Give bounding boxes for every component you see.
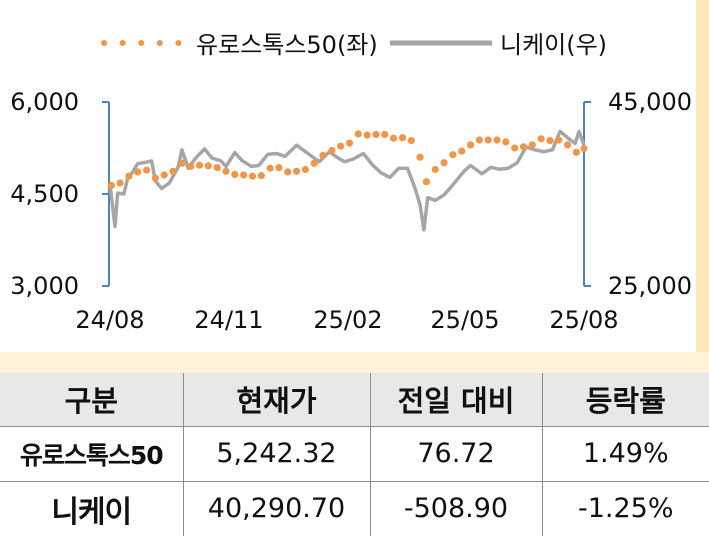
- series-point-eurostoxx: [222, 167, 230, 175]
- x-tick-label: 25/08: [549, 306, 618, 334]
- chart-axes: 6,000 4,500 3,000 45,000 25,000 24/08 24…: [10, 88, 692, 334]
- series-point-eurostoxx: [449, 151, 457, 159]
- series-point-eurostoxx: [301, 165, 309, 174]
- series-point-eurostoxx: [466, 141, 475, 149]
- series-point-eurostoxx: [248, 172, 257, 180]
- line-chart: 유로스톡스50(좌) 니케이(우) 6,000 4,500 3,000 45,0…: [10, 31, 692, 334]
- series-point-eurostoxx: [275, 164, 283, 172]
- series-point-eurostoxx: [310, 159, 318, 167]
- left-y-tick-label: 4,500: [10, 180, 79, 208]
- series-point-eurostoxx: [502, 138, 510, 146]
- series-line-nikkei: [108, 129, 586, 232]
- series-point-eurostoxx: [564, 141, 572, 149]
- x-tick-label: 24/11: [194, 306, 263, 334]
- series-point-eurostoxx: [107, 181, 115, 189]
- series-point-eurostoxx: [398, 134, 407, 142]
- series-point-eurostoxx: [372, 130, 380, 139]
- legend-label-nikkei: 니케이(우): [500, 31, 607, 59]
- series-point-eurostoxx: [572, 148, 581, 156]
- series-point-eurostoxx: [187, 162, 195, 170]
- series-point-eurostoxx: [484, 136, 492, 144]
- series-point-eurostoxx: [407, 137, 415, 145]
- series-point-eurostoxx: [151, 174, 159, 182]
- series-point-eurostoxx: [537, 135, 545, 143]
- series-point-eurostoxx: [284, 168, 292, 176]
- column-header-price: 현재가: [183, 373, 371, 427]
- series-point-eurostoxx: [328, 146, 336, 155]
- x-tick-label: 25/05: [430, 306, 499, 334]
- series-point-eurostoxx: [134, 168, 142, 176]
- series-point-eurostoxx: [363, 131, 371, 139]
- series-point-eurostoxx: [125, 172, 133, 180]
- row-rate: 1.49%: [542, 426, 709, 482]
- row-name: 유로스톡스50: [0, 426, 184, 482]
- x-tick-label: 24/08: [75, 306, 144, 334]
- table-row: 유로스톡스50 5,242.32 76.72 1.49%: [0, 426, 709, 482]
- series-point-eurostoxx: [293, 167, 301, 175]
- series-point-eurostoxx: [257, 172, 265, 180]
- series-point-eurostoxx: [337, 142, 345, 150]
- series-point-eurostoxx: [458, 147, 466, 155]
- column-header-category: 구분: [0, 373, 184, 427]
- row-price: 5,242.32: [183, 426, 371, 482]
- quotes-table-container: 구분 현재가 전일 대비 등락률 유로스톡스50 5,242.32 76.72 …: [0, 373, 709, 537]
- series-point-eurostoxx: [319, 151, 327, 159]
- series-point-eurostoxx: [580, 144, 588, 153]
- series-point-eurostoxx: [431, 165, 439, 174]
- row-rate: -1.25%: [577, 493, 674, 525]
- series-point-eurostoxx: [440, 159, 448, 167]
- series-point-eurostoxx: [231, 170, 239, 178]
- series-point-eurostoxx: [511, 144, 519, 152]
- series-point-eurostoxx: [345, 139, 354, 147]
- series-point-eurostoxx: [519, 143, 528, 151]
- series-point-eurostoxx: [354, 130, 362, 138]
- series-point-eurostoxx: [116, 179, 124, 187]
- legend-label-eurostoxx: 유로스톡스50(좌): [196, 31, 378, 59]
- series-point-eurostoxx: [422, 178, 430, 186]
- series-point-eurostoxx: [160, 171, 168, 179]
- chart-legend: 유로스톡스50(좌) 니케이(우): [101, 31, 607, 59]
- series-point-eurostoxx: [143, 166, 151, 174]
- series-point-eurostoxx: [195, 161, 204, 169]
- series-point-eurostoxx: [240, 171, 248, 179]
- row-change: 76.72: [370, 426, 543, 482]
- column-header-rate: 등락률: [542, 373, 709, 427]
- left-y-tick-label: 6,000: [10, 88, 79, 116]
- table-row: 니케이 40,290.70 -508.90 -1.25%: [0, 481, 709, 536]
- series-point-eurostoxx: [416, 153, 424, 161]
- column-header-change: 전일 대비: [370, 373, 543, 427]
- quotes-table: 구분 현재가 전일 대비 등락률 유로스톡스50 5,242.32 76.72 …: [0, 373, 709, 536]
- series-point-eurostoxx: [528, 141, 536, 149]
- right-y-tick-label: 25,000: [608, 272, 692, 300]
- row-name: 니케이: [0, 481, 184, 536]
- series-point-eurostoxx: [381, 130, 389, 139]
- series-point-eurostoxx: [204, 162, 212, 170]
- series-point-eurostoxx: [493, 136, 501, 144]
- series-point-eurostoxx: [555, 136, 563, 144]
- decorative-strip: [696, 0, 709, 352]
- left-y-tick-label: 3,000: [10, 272, 79, 300]
- table-header-row: 구분 현재가 전일 대비 등락률: [0, 373, 709, 427]
- row-price: 40,290.70: [183, 481, 371, 536]
- series-point-eurostoxx: [178, 159, 186, 167]
- series-point-eurostoxx: [475, 136, 483, 144]
- chart-panel: 유로스톡스50(좌) 니케이(우) 6,000 4,500 3,000 45,0…: [0, 0, 696, 352]
- series-point-eurostoxx: [213, 164, 221, 172]
- series-point-eurostoxx: [546, 137, 554, 145]
- series-point-eurostoxx: [169, 167, 177, 175]
- series-point-eurostoxx: [390, 134, 398, 142]
- x-tick-label: 25/02: [313, 306, 382, 334]
- right-y-tick-label: 45,000: [608, 88, 692, 116]
- series-point-eurostoxx: [266, 164, 274, 172]
- row-change: -508.90: [370, 481, 543, 536]
- plot-area: [107, 129, 588, 232]
